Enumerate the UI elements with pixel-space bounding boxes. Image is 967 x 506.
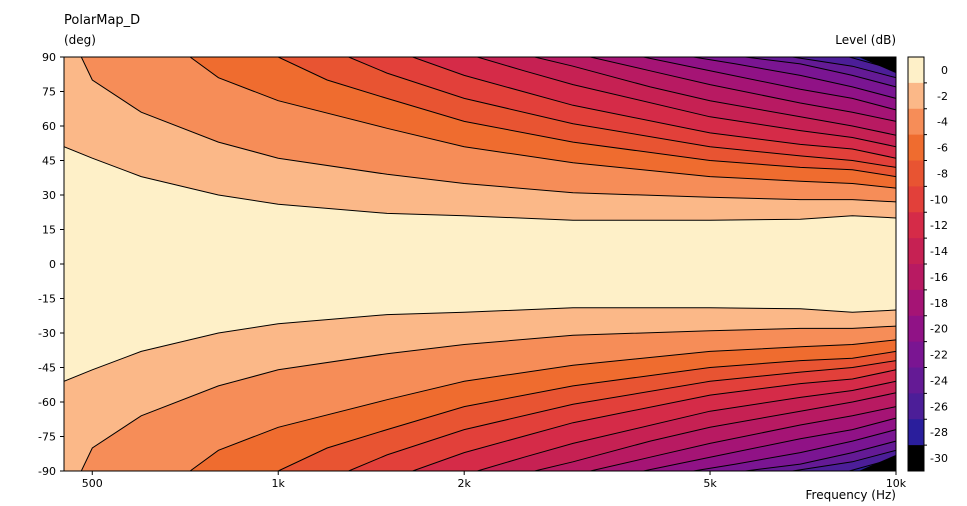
y-tick-label: -90 (38, 465, 56, 478)
y-tick-label: -45 (38, 362, 56, 375)
y-tick-label: 30 (42, 189, 56, 202)
colorbar-swatch (908, 445, 924, 472)
contour-top-m28 (849, 57, 896, 72)
contour-top-m4 (80, 57, 896, 203)
contour-top-m22 (693, 57, 896, 99)
y-tick-label: 90 (42, 51, 56, 64)
colorbar-swatch (908, 108, 924, 136)
colorbar-tick-label: -16 (930, 271, 948, 284)
colorbar-swatch (908, 419, 924, 446)
colorbar-swatch (908, 264, 924, 291)
contour-top-m26 (792, 57, 896, 79)
colorbar-swatch (908, 289, 924, 317)
y-tick-label: 60 (42, 120, 56, 133)
colorbar-swatch (908, 160, 924, 187)
contour-lines (64, 57, 896, 471)
colorbar-tick-label: -20 (930, 323, 948, 336)
colorbar-tick-label: -28 (930, 426, 948, 439)
colorbar-tick-label: -8 (937, 167, 948, 180)
colorbar-tick-label: -4 (937, 116, 948, 129)
contour-bottom-m6 (189, 339, 896, 471)
contour-bottom-m2 (64, 307, 896, 382)
colorbar-swatch (908, 393, 924, 420)
colorbar-tick-label: -2 (937, 90, 948, 103)
contour-bottom-m8 (277, 350, 896, 471)
colorbar: 0 -2 -4 -6 -8 -10 -12 -14 -16 -18 -20 -22 -24 -26 -28 -… (907, 56, 948, 472)
contour-top-m10 (348, 57, 896, 168)
contour-bottom-m18 (590, 406, 896, 471)
colorbar-tick-label: -30 (930, 452, 948, 465)
y-tick-label: -60 (38, 396, 56, 409)
contour-fills (64, 57, 896, 471)
contour-bottom-m20 (643, 417, 896, 471)
y-axis-ticks: 90 75 60 45 30 15 0 -15 -30 -45 -60 -75 -90 (38, 51, 64, 478)
colorbar-tick-label: -26 (930, 400, 948, 413)
colorbar-swatch (908, 134, 924, 161)
y-tick-label: -30 (38, 327, 56, 340)
y-tick-label: -15 (38, 293, 56, 306)
colorbar-frame (907, 56, 925, 472)
colorbar-tick-label: -12 (930, 219, 948, 232)
x-tick-label: 2k (458, 477, 472, 490)
colorbar-swatch (908, 315, 924, 343)
colorbar-swatch (908, 212, 924, 239)
colorbar-tick-label: -18 (930, 297, 948, 310)
chart-title: PolarMap_D (64, 13, 141, 28)
colorbar-label: Level (dB) (835, 33, 896, 47)
contour-top-m24 (745, 57, 896, 88)
contour-bottom-m28 (849, 456, 896, 471)
contour-top-m6 (189, 57, 896, 189)
x-tick-label: 10k (886, 477, 907, 490)
x-axis-label: Frequency (Hz) (805, 488, 897, 502)
contour-top-m8 (277, 57, 896, 178)
y-axis-label: (deg) (64, 33, 96, 47)
contour-top-m16 (534, 57, 896, 136)
contour-bottom-m14 (477, 380, 896, 471)
x-tick-label: 5k (703, 477, 717, 490)
contour-bottom-m12 (412, 369, 896, 471)
colorbar-tick-label: 0 (941, 64, 948, 77)
y-tick-label: 45 (42, 155, 56, 168)
contour-bottom-m26 (792, 449, 896, 471)
colorbar-tick-label: -22 (930, 349, 948, 362)
contour-top-m18 (590, 57, 896, 122)
contour-top-m12 (412, 57, 896, 159)
contour-top-m14 (477, 57, 896, 148)
colorbar-swatch (908, 238, 924, 265)
contour-top-m2 (64, 146, 896, 221)
colorbar-swatch (908, 341, 924, 368)
region-top-m30 (858, 57, 896, 74)
y-tick-label: 0 (49, 258, 56, 271)
y-tick-label: -75 (38, 431, 56, 444)
contour-bottom-m10 (348, 360, 896, 471)
contour-top-m20 (643, 57, 896, 111)
colorbar-swatch (908, 82, 924, 110)
x-axis-ticks: 500 1k 2k 5k 10k (82, 471, 907, 490)
colorbar-tick-label: -24 (930, 374, 948, 387)
contour-bottom-m22 (693, 429, 896, 471)
colorbar-swatch (908, 186, 924, 213)
colorbar-tick-label: -10 (930, 193, 948, 206)
x-tick-label: 500 (82, 477, 103, 490)
y-tick-label: 15 (42, 224, 56, 237)
contour-bottom-m16 (534, 392, 896, 471)
colorbar-tick-label: -6 (937, 142, 948, 155)
colorbar-swatch (908, 57, 924, 84)
colorbar-swatch (908, 367, 924, 394)
colorbar-tick-label: -14 (930, 245, 948, 258)
y-tick-label: 75 (42, 86, 56, 99)
contour-bottom-m24 (745, 440, 896, 471)
contour-bottom-m4 (80, 325, 896, 471)
x-tick-label: 1k (272, 477, 286, 490)
